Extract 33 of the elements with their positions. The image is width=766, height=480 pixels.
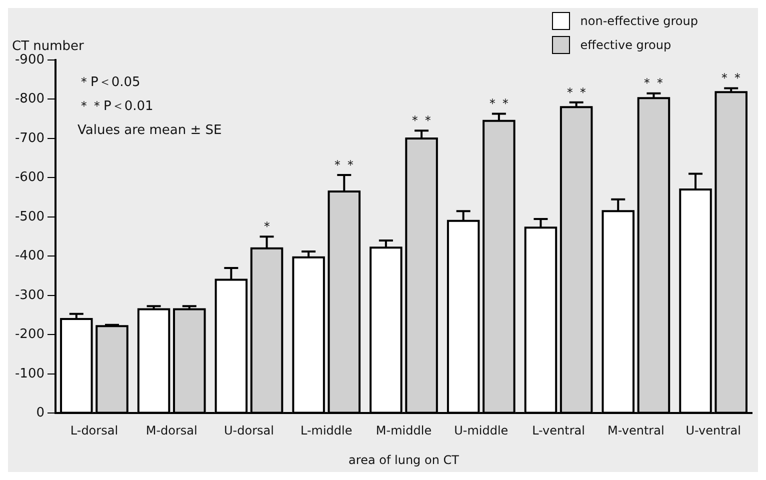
annotation: Values are mean ± SE bbox=[78, 123, 222, 138]
annotation: ＊P＜0.05 bbox=[78, 75, 140, 90]
y-tick-label: -400 bbox=[14, 248, 45, 264]
x-tick-label: M-middle bbox=[376, 424, 432, 438]
legend-label: effective group bbox=[580, 38, 672, 52]
y-tick-label: 0 bbox=[36, 406, 45, 421]
annotation: ＊＊ bbox=[408, 114, 435, 129]
annotation: ＊＊ bbox=[718, 71, 744, 86]
y-tick-label: -500 bbox=[14, 209, 45, 224]
x-tick-label: L-ventral bbox=[532, 424, 585, 438]
y-tick-label: -900 bbox=[14, 52, 45, 68]
annotation: ＊＊ bbox=[640, 76, 667, 92]
y-tick-label: -200 bbox=[14, 327, 45, 342]
y-tick-label: -100 bbox=[14, 366, 45, 382]
x-tick-label: U-middle bbox=[454, 424, 508, 438]
x-axis-title: area of lung on CT bbox=[348, 452, 460, 467]
x-tick-label: M-dorsal bbox=[146, 424, 198, 438]
annotation: ＊＊P＜0.01 bbox=[78, 99, 154, 114]
y-tick-label: -700 bbox=[14, 130, 45, 146]
y-axis-title: CT number bbox=[12, 39, 85, 54]
x-tick-label: U-ventral bbox=[686, 424, 741, 438]
annotation: ＊＊ bbox=[486, 96, 512, 112]
x-tick-label: L-dorsal bbox=[70, 424, 118, 438]
y-tick-label: -300 bbox=[14, 288, 45, 303]
x-tick-label: U-dorsal bbox=[224, 424, 274, 438]
legend-label: non-effective group bbox=[580, 14, 698, 28]
annotation: ＊＊ bbox=[563, 85, 590, 100]
x-tick-label: L-middle bbox=[300, 424, 352, 438]
y-tick-label: -600 bbox=[14, 170, 45, 186]
annotation: ＊＊ bbox=[331, 158, 358, 173]
y-tick-label: -800 bbox=[14, 92, 45, 107]
x-tick-label: M-ventral bbox=[608, 424, 664, 438]
annotation: ＊ bbox=[260, 219, 274, 234]
